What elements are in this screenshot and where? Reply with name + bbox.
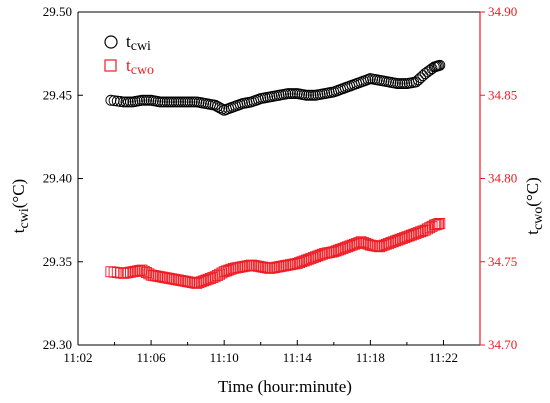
- y-left-tick-label: 29.45: [43, 87, 72, 102]
- tcwi-point: [399, 78, 411, 90]
- legend-tcwo-marker: [104, 59, 117, 72]
- y-left-tick-label: 29.30: [43, 337, 72, 352]
- tcwo-point: [105, 266, 117, 278]
- tcwi-point: [182, 96, 194, 108]
- y-right-tick-label: 34.70: [488, 337, 517, 352]
- tcwi-point: [177, 96, 189, 108]
- tcwi-point: [154, 96, 166, 108]
- y-right-tick-label: 34.75: [488, 254, 517, 269]
- x-tick-label: 11:02: [63, 350, 92, 365]
- tcwi-point: [216, 103, 228, 115]
- tcwi-point: [184, 96, 196, 108]
- x-tick-label: 11:06: [137, 350, 167, 365]
- y-axis-left: 29.30 29.35 29.40 29.45 29.50: [43, 4, 83, 352]
- series-tcwi: [105, 59, 446, 116]
- tcwi-point: [111, 95, 123, 107]
- tcwi-point: [143, 94, 155, 106]
- tcwi-point: [282, 88, 294, 100]
- x-tick-label: 11:18: [356, 350, 385, 365]
- tcwi-point: [284, 88, 296, 100]
- tcwi-point: [161, 96, 173, 108]
- x-tick-label: 11:14: [283, 350, 313, 365]
- tcwi-point: [305, 89, 317, 101]
- tcwo-point: [108, 266, 120, 278]
- tcwi-point: [300, 89, 312, 101]
- tcwi-point: [303, 89, 315, 101]
- y-left-tick-label: 29.40: [43, 171, 72, 186]
- legend: tcwi tcwo: [104, 32, 154, 78]
- y-axis-right: 34.70 34.75 34.80 34.85 34.90: [480, 4, 517, 352]
- x-tick-label: 11:10: [210, 350, 239, 365]
- tcwi-point: [170, 96, 182, 108]
- plot-frame: [77, 11, 481, 346]
- tcwi-point: [141, 94, 152, 106]
- tcwi-point: [136, 94, 148, 106]
- y-axis-right-title: tcwo(°C): [523, 177, 546, 235]
- legend-tcwi-label: tcwi: [126, 32, 151, 54]
- tcwi-point: [179, 96, 191, 108]
- y-left-tick-label: 29.50: [43, 4, 72, 19]
- tcwi-point: [434, 59, 446, 71]
- tcwi-point: [287, 88, 299, 100]
- tcwi-point: [166, 96, 178, 108]
- x-tick-label: 11:22: [429, 350, 458, 365]
- tcwi-point: [163, 96, 175, 108]
- series-tcwo: [105, 218, 446, 289]
- tcwi-point: [175, 96, 187, 108]
- tcwo-point: [115, 267, 126, 279]
- tcwi-point: [118, 96, 130, 108]
- legend-tcwi-marker: [104, 35, 118, 49]
- tcwi-point: [392, 78, 404, 90]
- x-axis-title: Time (hour:minute): [218, 377, 352, 396]
- tcwi-point: [122, 96, 134, 108]
- y-right-tick-label: 34.80: [488, 171, 517, 186]
- y-right-tick-label: 34.85: [488, 87, 517, 102]
- tcwi-point: [159, 96, 171, 108]
- x-axis: 11:02 11:06 11:10 11:14 11:18 11:22: [63, 340, 458, 365]
- legend-tcwo-label: tcwo: [126, 56, 154, 78]
- tcwi-point: [173, 96, 184, 108]
- tcwi-point: [157, 96, 168, 108]
- tcwi-point: [186, 96, 198, 108]
- tcwi-point: [189, 96, 200, 108]
- tcwi-point: [394, 78, 406, 90]
- tcwi-point: [120, 96, 132, 108]
- tcwi-point: [396, 78, 408, 90]
- tcwi-point: [168, 96, 180, 108]
- tcwi-point: [289, 88, 301, 100]
- tcwo-point: [434, 218, 446, 229]
- y-left-tick-label: 29.35: [43, 254, 72, 269]
- tcwi-point: [125, 96, 136, 108]
- y-right-tick-label: 34.90: [488, 4, 517, 19]
- y-axis-left-title: tcwi(°C): [9, 179, 32, 233]
- tcwi-point: [307, 89, 319, 101]
- tcwi-point: [138, 94, 150, 106]
